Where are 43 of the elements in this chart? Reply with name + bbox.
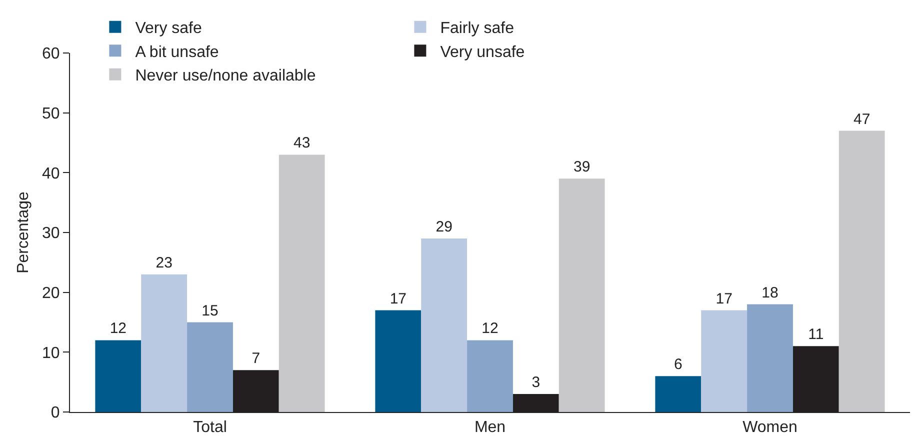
data-label: 17 (390, 290, 407, 308)
y-tick-label: 20 (42, 284, 60, 302)
data-label: 47 (853, 110, 870, 128)
bar (187, 322, 233, 412)
bar (421, 238, 468, 412)
data-label: 29 (436, 218, 452, 236)
x-tick-label: Total (193, 419, 227, 436)
data-label: 17 (716, 290, 732, 308)
bar (655, 376, 702, 412)
y-tick-label: 30 (42, 225, 60, 242)
bar (141, 274, 188, 412)
data-label: 11 (808, 326, 824, 344)
legend-label: A bit unsafe (135, 44, 219, 61)
data-label: 12 (110, 320, 127, 338)
bar (467, 340, 513, 412)
y-tick-label: 10 (42, 344, 60, 362)
bar (838, 130, 885, 412)
y-tick-label: 0 (50, 404, 60, 422)
bar (375, 310, 422, 412)
data-label: 23 (156, 254, 172, 272)
x-tick-label: Men (474, 419, 506, 436)
y-tick-label: 60 (42, 46, 60, 63)
data-label: 12 (482, 320, 498, 338)
data-label: 3 (532, 374, 540, 392)
y-axis-title: Percentage (15, 191, 32, 274)
bar (747, 304, 793, 412)
legend-label: Fairly safe (440, 20, 514, 38)
bar (95, 340, 142, 412)
data-label: 39 (573, 158, 590, 176)
data-label: 18 (762, 284, 778, 302)
data-label: 7 (252, 350, 260, 368)
y-tick-label: 40 (42, 165, 60, 182)
legend-label: Very unsafe (440, 44, 525, 61)
bar (278, 154, 325, 412)
data-label: 43 (293, 134, 310, 152)
legend-label: Very safe (135, 20, 202, 38)
data-label: 15 (202, 302, 218, 320)
x-tick-label: Women (742, 419, 798, 436)
legend-label: Never use/none available (135, 68, 316, 85)
bar (701, 310, 748, 412)
data-label: 6 (674, 356, 682, 374)
bar (558, 178, 605, 412)
y-tick-label: 50 (42, 105, 60, 122)
